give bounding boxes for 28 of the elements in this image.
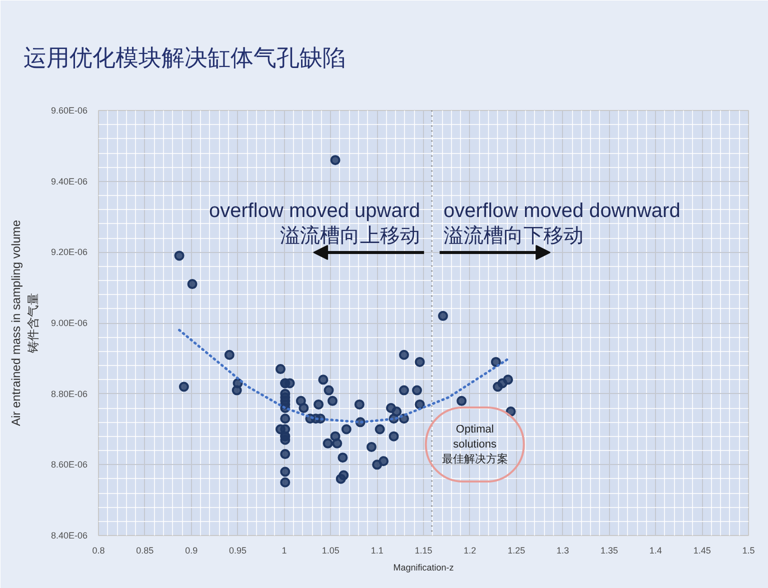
y-tick-label: 8.40E-06 <box>50 530 88 540</box>
x-tick-label: 1.2 <box>464 546 476 556</box>
y-axis-title: Air entrained mass in sampling volume 铸件含气量 <box>9 220 40 426</box>
x-tick-label: 1.45 <box>693 546 711 556</box>
chart-title: 运用优化模块解决缸体气孔缺陷 <box>24 44 346 70</box>
x-tick-label: 0.95 <box>229 546 247 556</box>
y-tick-label: 9.20E-06 <box>50 247 88 258</box>
x-tick-label: 1.5 <box>742 546 755 556</box>
annotation: overflow moved upward 溢流槽向上移动 <box>208 200 420 248</box>
x-tick-label: 1 <box>282 546 287 556</box>
x-axis-title: Magnification-z <box>393 562 454 572</box>
y-tick-label: 9.60E-06 <box>50 106 88 116</box>
x-tick-label: 1.25 <box>508 546 526 556</box>
y-tick-label: 8.60E-06 <box>50 460 88 470</box>
x-tick-label: 1.4 <box>649 546 662 556</box>
y-tick-label: 9.00E-06 <box>50 318 88 328</box>
x-tick-label: 1.15 <box>414 546 432 556</box>
x-tick-label: 1.1 <box>370 546 384 556</box>
y-tick-label: 8.80E-06 <box>50 388 88 399</box>
x-tick-label: 0.85 <box>136 546 154 556</box>
x-tick-label: 1.3 <box>556 546 570 556</box>
x-tick-label: 1.35 <box>600 546 618 556</box>
x-tick-label: 1.05 <box>322 546 340 556</box>
x-tick-label: 0.8 <box>92 546 105 556</box>
x-tick-label: 0.9 <box>185 546 198 556</box>
annotation: Optimal solutions 最佳解决方案 <box>442 424 508 466</box>
y-tick-label: 9.40E-06 <box>50 176 88 186</box>
annotation: overflow moved downward 溢流槽向下移动 <box>444 200 680 248</box>
